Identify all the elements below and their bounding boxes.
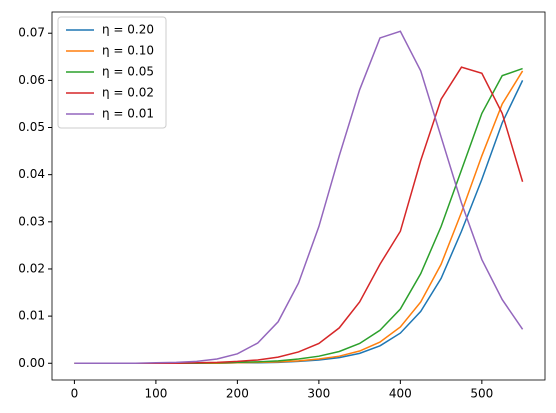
y-tick-label: 0.02 (18, 261, 45, 275)
legend-label: η = 0.02 (102, 86, 154, 100)
legend-label: η = 0.10 (102, 44, 154, 58)
y-tick-label: 0.01 (18, 309, 45, 323)
x-tick-label: 400 (389, 387, 412, 401)
plot-frame (51, 11, 546, 381)
x-tick-label: 300 (307, 387, 330, 401)
y-tick-label: 0.04 (18, 167, 45, 181)
legend-label: η = 0.20 (102, 23, 154, 37)
series-line (74, 30, 524, 365)
x-tick-label: 0 (71, 387, 79, 401)
x-tick-label: 100 (144, 387, 167, 401)
y-tick-label: 0.00 (18, 356, 45, 370)
legend-label: η = 0.05 (102, 65, 154, 79)
y-tick-label: 0.07 (18, 26, 45, 40)
y-tick-label: 0.05 (18, 120, 45, 134)
y-tick-label: 0.06 (18, 73, 45, 87)
legend-label: η = 0.01 (102, 107, 154, 121)
y-tick-label: 0.03 (18, 214, 45, 228)
x-tick-label: 200 (226, 387, 249, 401)
x-tick-label: 500 (470, 387, 493, 401)
legend-box (57, 16, 167, 129)
